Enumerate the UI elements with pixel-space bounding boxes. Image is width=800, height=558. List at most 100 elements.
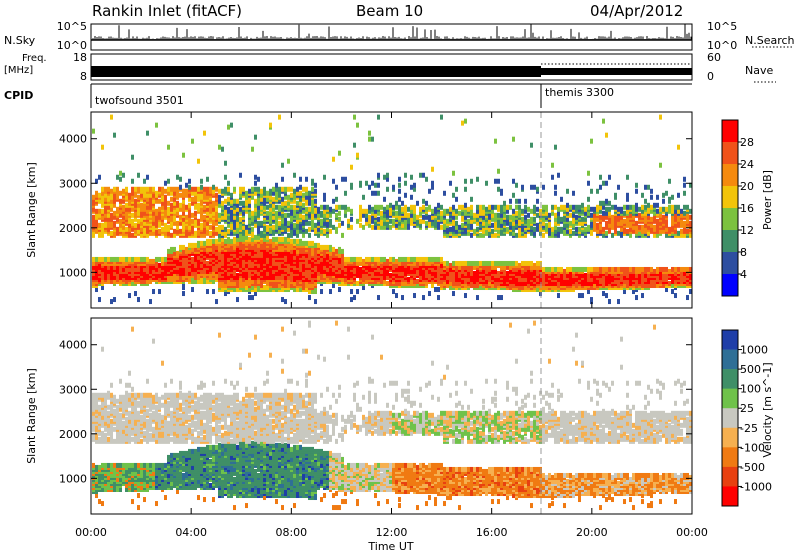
heatmap-cell <box>350 217 353 222</box>
nave-tick-bottom: 0 <box>707 70 714 83</box>
heatmap-cell <box>509 261 512 266</box>
heatmap-cell <box>92 129 95 134</box>
heatmap-cell <box>437 257 440 262</box>
heatmap-cell <box>152 259 155 264</box>
heatmap-cell <box>122 189 125 194</box>
heatmap-cell <box>188 179 191 184</box>
heatmap-cell <box>263 285 266 290</box>
heatmap-cell <box>389 257 392 262</box>
heatmap-cell <box>116 257 119 262</box>
heatmap-cell <box>569 213 572 218</box>
nsky-frame <box>91 24 692 50</box>
heatmap-cell <box>170 187 173 192</box>
heatmap-cell <box>434 257 437 262</box>
heatmap-cell <box>164 195 167 200</box>
heatmap-cell <box>377 173 380 178</box>
heatmap-cell <box>368 215 371 220</box>
heatmap-cell <box>515 211 518 216</box>
heatmap-cell <box>194 211 197 216</box>
heatmap-cell <box>449 227 452 232</box>
heatmap-cell <box>98 209 101 214</box>
heatmap-cell <box>389 219 392 224</box>
heatmap-cell <box>149 259 152 264</box>
heatmap-cell <box>464 187 467 192</box>
heatmap-cell <box>572 191 575 196</box>
heatmap-cell <box>494 205 497 210</box>
heatmap-cell <box>512 179 515 184</box>
heatmap-cell <box>383 207 386 212</box>
heatmap-cell <box>251 147 254 152</box>
heatmap-cell <box>152 289 155 294</box>
heatmap-cell <box>242 187 245 192</box>
heatmap-cell <box>497 187 500 192</box>
heatmap-cell <box>515 205 518 210</box>
heatmap-cell <box>590 189 593 194</box>
heatmap-cell <box>542 267 545 272</box>
heatmap-cell <box>404 193 407 198</box>
heatmap-cell <box>170 197 173 202</box>
heatmap-cell <box>95 191 98 196</box>
heatmap-cell <box>119 257 122 262</box>
heatmap-cell <box>131 187 134 192</box>
heatmap-cell <box>407 277 410 282</box>
heatmap-cell <box>575 267 578 272</box>
heatmap-cell <box>386 281 389 286</box>
heatmap-cell <box>179 215 182 220</box>
heatmap-cell <box>305 229 308 234</box>
heatmap-cell <box>209 225 212 230</box>
heatmap-cell <box>533 185 536 190</box>
heatmap-cell <box>260 189 263 194</box>
heatmap-cell <box>443 261 446 266</box>
heatmap-cell <box>305 207 308 212</box>
heatmap-cell <box>320 289 323 294</box>
heatmap-cell <box>425 221 428 226</box>
heatmap-cell <box>587 225 590 230</box>
heatmap-cell <box>410 185 413 190</box>
heatmap-cell <box>227 197 230 202</box>
heatmap-cell <box>176 187 179 192</box>
heatmap-cell <box>281 297 284 302</box>
heatmap-cell <box>350 225 353 230</box>
freq-bar-twofsound <box>91 66 541 77</box>
heatmap-cell <box>365 257 368 262</box>
heatmap-cell <box>260 221 263 226</box>
heatmap-cell <box>203 205 206 210</box>
heatmap-cell <box>446 261 449 266</box>
heatmap-cell <box>398 197 401 202</box>
heatmap-cell <box>317 243 320 248</box>
heatmap-cell <box>215 193 218 198</box>
heatmap-cell <box>131 213 134 218</box>
heatmap-cell <box>350 289 353 294</box>
heatmap-cell <box>119 199 122 204</box>
heatmap-cell <box>524 199 527 204</box>
heatmap-cell <box>356 289 359 294</box>
heatmap-cell <box>347 219 350 224</box>
heatmap-cell <box>254 135 257 140</box>
heatmap-cell <box>497 205 500 210</box>
heatmap-cell <box>314 299 317 304</box>
heatmap-cell <box>227 207 230 212</box>
heatmap-cell <box>476 227 479 232</box>
heatmap-cell <box>284 187 287 192</box>
heatmap-cell <box>239 217 242 222</box>
heatmap-cell <box>464 179 467 184</box>
heatmap-cell <box>500 261 503 266</box>
heatmap-cell <box>179 193 182 198</box>
heatmap-cell <box>362 259 365 264</box>
heatmap-cell <box>446 209 449 214</box>
heatmap-cell <box>491 223 494 228</box>
heatmap-cell <box>269 123 272 128</box>
heatmap-cell <box>374 257 377 262</box>
heatmap-cell <box>161 227 164 232</box>
heatmap-cell <box>131 257 134 262</box>
heatmap-cell <box>440 257 443 262</box>
heatmap-cell <box>428 215 431 220</box>
heatmap-cell <box>449 181 452 186</box>
date-title: 04/Apr/2012 <box>590 2 683 20</box>
heatmap-cell <box>584 267 587 272</box>
heatmap-cell <box>134 291 137 296</box>
heatmap-cell <box>218 225 221 230</box>
heatmap-cell <box>305 241 308 246</box>
heatmap-cell <box>227 229 230 234</box>
